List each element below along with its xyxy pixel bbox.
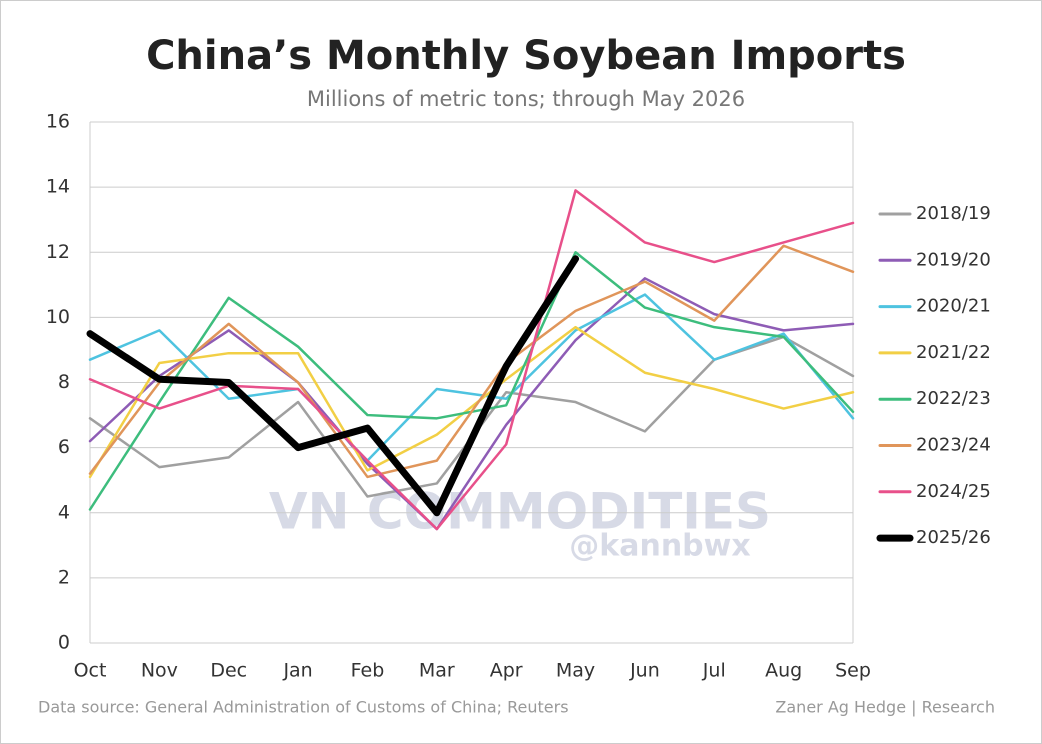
legend-label: 2024/25 <box>916 481 991 502</box>
y-tick-label: 4 <box>58 501 70 523</box>
y-tick-label: 14 <box>46 176 70 198</box>
chart-subtitle: Millions of metric tons; through May 202… <box>307 87 745 111</box>
x-tick-label: Mar <box>419 660 455 682</box>
x-tick-label: Sep <box>835 660 871 682</box>
y-tick-label: 2 <box>58 566 70 588</box>
source: Data source: General Administration of C… <box>38 698 569 717</box>
x-tick-label: Apr <box>490 660 523 682</box>
legend-label: 2019/20 <box>916 249 991 270</box>
x-tick-label: Jul <box>702 660 726 682</box>
chart-title: China’s Monthly Soybean Imports <box>146 33 906 79</box>
y-tick-label: 6 <box>58 436 70 458</box>
legend-label: 2022/23 <box>916 388 991 409</box>
credit: Zaner Ag Hedge | Research <box>775 698 995 717</box>
legend-label: 2021/22 <box>916 342 991 363</box>
watermark-handle: @kannbwx <box>569 529 750 564</box>
y-tick-label: 8 <box>58 371 70 393</box>
x-tick-label: Dec <box>210 660 247 682</box>
series-line <box>88 325 855 479</box>
series-line <box>88 189 855 531</box>
legend-label: 2018/19 <box>916 203 991 224</box>
watermark: VN COMMODITIES <box>269 483 771 541</box>
x-tick-label: May <box>556 660 595 682</box>
x-tick-label: Jan <box>282 660 312 682</box>
x-tick-label: Feb <box>351 660 385 682</box>
x-tick-label: Aug <box>765 660 802 682</box>
legend-label: 2023/24 <box>916 435 991 456</box>
x-tick-label: Jun <box>629 660 660 682</box>
x-tick-label: Nov <box>141 660 178 682</box>
series-line <box>86 255 580 517</box>
y-tick-label: 16 <box>46 111 70 133</box>
series-line <box>88 277 855 531</box>
legend-label: 2020/21 <box>916 296 991 317</box>
legend-label: 2025/26 <box>916 527 991 548</box>
x-tick-label: Oct <box>74 660 107 682</box>
y-tick-label: 10 <box>46 306 70 328</box>
series-line <box>88 244 855 479</box>
series-line <box>88 293 855 462</box>
y-tick-label: 12 <box>46 241 70 263</box>
y-tick-label: 0 <box>58 632 70 654</box>
